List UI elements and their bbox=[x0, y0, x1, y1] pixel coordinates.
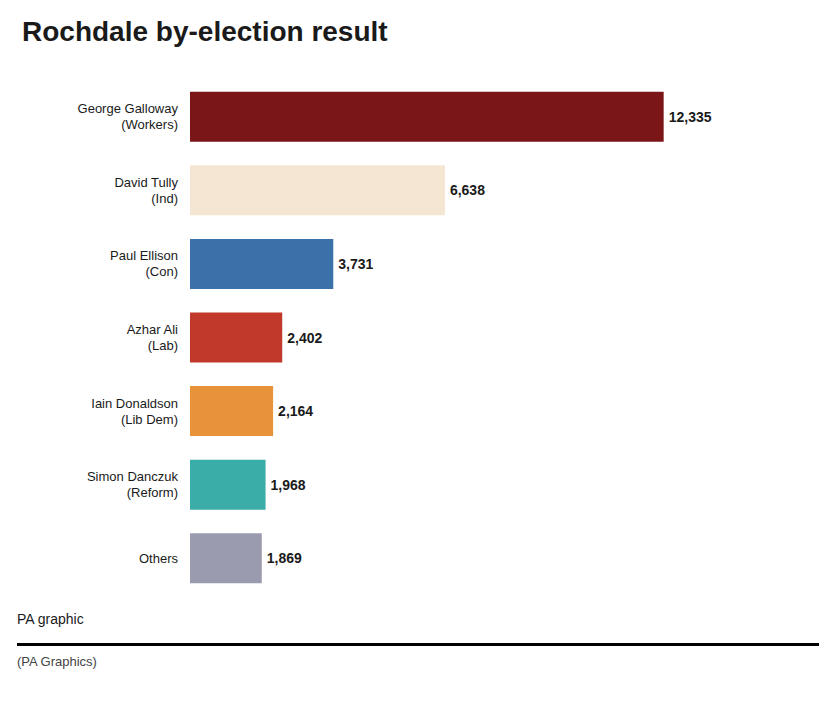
svg-text:2,164: 2,164 bbox=[278, 403, 313, 419]
svg-text:PA graphic: PA graphic bbox=[17, 611, 84, 627]
svg-text:(Con): (Con) bbox=[145, 264, 178, 279]
svg-text:(PA Graphics): (PA Graphics) bbox=[17, 654, 97, 669]
svg-text:(Ind): (Ind) bbox=[151, 191, 178, 206]
svg-text:David Tully: David Tully bbox=[114, 175, 178, 190]
svg-text:3,731: 3,731 bbox=[338, 256, 373, 272]
svg-text:6,638: 6,638 bbox=[450, 182, 485, 198]
svg-text:George Galloway: George Galloway bbox=[78, 101, 179, 116]
svg-text:(Lab): (Lab) bbox=[148, 338, 178, 353]
svg-text:Paul Ellison: Paul Ellison bbox=[110, 248, 178, 263]
svg-text:1,968: 1,968 bbox=[271, 477, 306, 493]
svg-text:(Lib Dem): (Lib Dem) bbox=[121, 412, 178, 427]
svg-text:Azhar Ali: Azhar Ali bbox=[127, 322, 178, 337]
svg-text:(Reform): (Reform) bbox=[127, 485, 178, 500]
svg-text:Others: Others bbox=[139, 551, 179, 566]
svg-text:Iain Donaldson: Iain Donaldson bbox=[91, 396, 178, 411]
svg-text:(Workers): (Workers) bbox=[121, 117, 178, 132]
svg-text:2,402: 2,402 bbox=[287, 330, 322, 346]
svg-text:1,869: 1,869 bbox=[267, 550, 302, 566]
svg-text:12,335: 12,335 bbox=[669, 109, 712, 125]
svg-text:Rochdale by-election result: Rochdale by-election result bbox=[22, 16, 388, 47]
svg-text:Simon Danczuk: Simon Danczuk bbox=[87, 469, 179, 484]
